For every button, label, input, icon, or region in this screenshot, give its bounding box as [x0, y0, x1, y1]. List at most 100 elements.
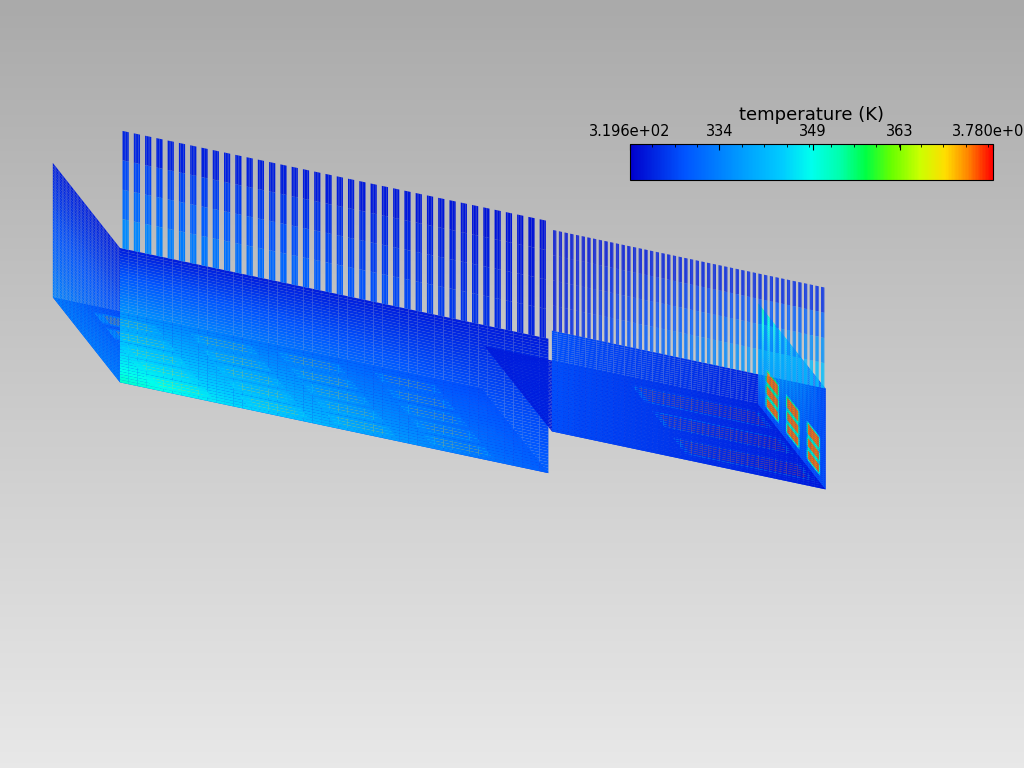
Polygon shape	[796, 435, 797, 439]
Polygon shape	[87, 303, 88, 306]
Polygon shape	[798, 439, 803, 442]
Polygon shape	[793, 453, 798, 457]
Polygon shape	[801, 427, 802, 431]
Polygon shape	[330, 233, 332, 263]
Polygon shape	[313, 415, 323, 418]
Polygon shape	[574, 412, 580, 415]
Polygon shape	[482, 425, 492, 429]
Polygon shape	[84, 335, 86, 339]
Polygon shape	[109, 240, 111, 244]
Polygon shape	[233, 360, 243, 365]
Polygon shape	[138, 331, 147, 335]
Polygon shape	[98, 313, 99, 318]
Polygon shape	[677, 419, 684, 422]
Polygon shape	[618, 398, 626, 401]
Polygon shape	[354, 393, 365, 396]
Polygon shape	[753, 458, 759, 461]
Polygon shape	[116, 349, 118, 354]
Polygon shape	[532, 359, 539, 362]
Polygon shape	[310, 356, 321, 359]
Polygon shape	[63, 237, 66, 242]
Polygon shape	[819, 419, 820, 422]
Polygon shape	[339, 324, 347, 329]
Polygon shape	[612, 414, 620, 417]
Polygon shape	[783, 423, 784, 427]
Polygon shape	[99, 255, 100, 260]
Polygon shape	[58, 173, 59, 177]
Polygon shape	[427, 402, 437, 406]
Polygon shape	[738, 461, 744, 464]
Polygon shape	[574, 407, 582, 410]
Polygon shape	[96, 287, 98, 292]
Polygon shape	[781, 366, 783, 369]
Polygon shape	[417, 396, 426, 401]
Polygon shape	[574, 397, 580, 400]
Polygon shape	[201, 337, 211, 341]
Polygon shape	[63, 270, 66, 274]
Polygon shape	[706, 402, 712, 405]
Polygon shape	[382, 342, 391, 346]
Polygon shape	[630, 395, 636, 398]
Polygon shape	[155, 321, 164, 326]
Polygon shape	[817, 462, 819, 466]
Polygon shape	[777, 396, 779, 399]
Polygon shape	[773, 374, 775, 378]
Polygon shape	[652, 414, 658, 417]
Polygon shape	[707, 457, 714, 460]
Polygon shape	[563, 397, 568, 400]
Polygon shape	[119, 350, 120, 355]
Polygon shape	[78, 230, 79, 234]
Polygon shape	[284, 194, 285, 224]
Polygon shape	[709, 392, 714, 396]
Polygon shape	[678, 455, 685, 458]
Polygon shape	[783, 341, 784, 345]
Polygon shape	[613, 346, 618, 349]
Polygon shape	[395, 390, 406, 394]
Polygon shape	[636, 383, 641, 386]
Polygon shape	[354, 384, 365, 388]
Polygon shape	[61, 179, 62, 184]
Polygon shape	[764, 376, 770, 379]
Polygon shape	[720, 366, 725, 369]
Polygon shape	[607, 378, 614, 381]
Polygon shape	[385, 395, 395, 399]
Polygon shape	[94, 314, 95, 318]
Polygon shape	[205, 237, 206, 266]
Polygon shape	[87, 270, 88, 274]
Polygon shape	[675, 375, 680, 379]
Polygon shape	[813, 429, 815, 432]
Polygon shape	[67, 254, 68, 259]
Polygon shape	[382, 366, 391, 371]
Polygon shape	[809, 460, 811, 464]
Polygon shape	[399, 318, 409, 323]
Polygon shape	[721, 398, 728, 401]
Polygon shape	[225, 182, 227, 212]
Polygon shape	[232, 350, 243, 353]
Polygon shape	[80, 280, 82, 284]
Polygon shape	[144, 321, 155, 325]
Polygon shape	[735, 463, 742, 466]
Polygon shape	[814, 481, 820, 484]
Polygon shape	[487, 372, 496, 377]
Polygon shape	[814, 468, 820, 472]
Polygon shape	[781, 447, 786, 450]
Polygon shape	[618, 425, 625, 429]
Polygon shape	[622, 426, 629, 429]
Polygon shape	[88, 323, 98, 327]
Polygon shape	[76, 258, 78, 263]
Polygon shape	[115, 359, 116, 363]
Polygon shape	[670, 399, 675, 402]
Polygon shape	[347, 356, 356, 361]
Polygon shape	[94, 330, 95, 335]
Polygon shape	[295, 401, 304, 404]
Polygon shape	[781, 397, 783, 401]
Polygon shape	[391, 313, 399, 318]
Polygon shape	[786, 467, 793, 470]
Polygon shape	[268, 332, 278, 336]
Polygon shape	[347, 417, 356, 422]
Polygon shape	[731, 375, 736, 378]
Polygon shape	[712, 422, 719, 425]
Polygon shape	[685, 429, 692, 432]
Polygon shape	[115, 269, 116, 273]
Polygon shape	[602, 341, 608, 345]
